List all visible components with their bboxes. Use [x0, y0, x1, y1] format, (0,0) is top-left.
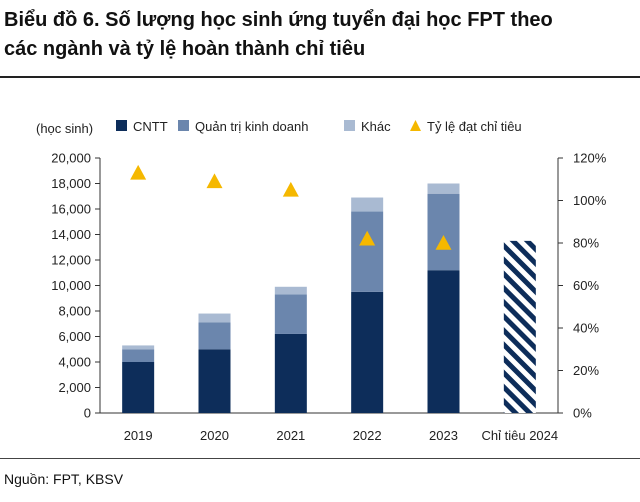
y-tick-label: 4,000	[58, 355, 91, 370]
legend-label-3: Tỷ lệ đạt chỉ tiêu	[427, 119, 522, 134]
rate-marker-2020	[206, 173, 223, 189]
chart-title-line1: Biểu đồ 6. Số lượng học sinh ứng tuyển đ…	[4, 9, 553, 31]
legend-label-1: Quản trị kinh doanh	[195, 119, 308, 134]
bar-khác-2022	[351, 197, 384, 212]
legend-swatch-1	[178, 120, 189, 131]
x-tick-label: 2019	[124, 428, 153, 443]
bar-khác-2021	[274, 286, 307, 295]
legend-label-2: Khác	[361, 119, 391, 134]
y-tick-label: 10,000	[51, 278, 91, 293]
y2-tick-label: 0%	[573, 406, 592, 421]
y-axis-unit-label: (học sinh)	[36, 121, 93, 136]
bar-quản-trị-kinh-doanh-2019	[122, 349, 155, 362]
rate-marker-2019	[130, 164, 147, 180]
bar-quản-trị-kinh-doanh-2023	[427, 193, 460, 271]
legend-swatch-3	[410, 120, 421, 131]
y-tick-label: 2,000	[58, 380, 91, 395]
bars-group	[122, 183, 536, 413]
x-tick-label: 2023	[429, 428, 458, 443]
bar-cntt-2021	[274, 333, 307, 413]
bar-target-2024	[503, 240, 536, 413]
bar-quản-trị-kinh-doanh-2022	[351, 211, 384, 292]
source-note: Nguồn: FPT, KBSV	[4, 471, 124, 487]
y-tick-label: 0	[84, 406, 91, 421]
y-tick-label: 14,000	[51, 227, 91, 242]
bar-cntt-2020	[198, 349, 231, 413]
x-tick-label: 2020	[200, 428, 229, 443]
x-tick-label: Chỉ tiêu 2024	[482, 428, 559, 443]
bar-khác-2020	[198, 313, 231, 323]
legend: CNTT Quản trị kinh doanh Khác Tỷ lệ đạt chỉ…	[116, 119, 522, 134]
rate-marker-2021	[282, 181, 299, 197]
y2-tick-label: 80%	[573, 236, 599, 251]
bar-cntt-2023	[427, 270, 460, 413]
rate-markers-group	[130, 164, 452, 250]
legend-swatch-2	[344, 120, 355, 131]
chart-title: Biểu đồ 6. Số lượng học sinh ứng tuyển đ…	[4, 6, 634, 64]
rate-marker-2023	[435, 235, 452, 250]
rate-marker-2022	[359, 230, 376, 246]
y2-tick-label: 40%	[573, 321, 599, 336]
y-tick-label: 20,000	[51, 151, 91, 166]
right-axis: 0% 20% 40% 60% 80% 100% 120%	[557, 151, 607, 421]
y2-tick-label: 100%	[573, 193, 607, 208]
y-tick-label: 12,000	[51, 253, 91, 268]
chart-title-line2: các ngành và tỷ lệ hoàn thành chỉ tiêu	[4, 38, 366, 60]
bar-khác-2023	[427, 183, 460, 194]
x-axis-labels: 2019 2020 2021 2022 2023 Chỉ tiêu 2024	[124, 428, 558, 443]
y2-tick-label: 120%	[573, 151, 607, 166]
footer-divider	[0, 458, 640, 459]
left-axis: 0 2,000 4,000 6,000 8,000 10,000 12,000 14,000 1…	[51, 151, 558, 421]
bar-quản-trị-kinh-doanh-2020	[198, 322, 231, 350]
y-tick-label: 16,000	[51, 202, 91, 217]
legend-swatch-0	[116, 120, 127, 131]
y2-tick-label: 20%	[573, 363, 599, 378]
legend-label-0: CNTT	[133, 119, 168, 134]
stacked-bar-chart: 0 2,000 4,000 6,000 8,000 10,000 12,000 14,000 1…	[36, 119, 607, 443]
bar-quản-trị-kinh-doanh-2021	[274, 294, 307, 334]
bar-cntt-2019	[122, 362, 155, 413]
y-tick-label: 8,000	[58, 304, 91, 319]
y-tick-label: 18,000	[51, 176, 91, 191]
x-tick-label: 2021	[276, 428, 305, 443]
y2-tick-label: 60%	[573, 278, 599, 293]
bar-khác-2019	[122, 345, 155, 350]
bar-cntt-2022	[351, 291, 384, 413]
x-tick-label: 2022	[353, 428, 382, 443]
y-tick-label: 6,000	[58, 329, 91, 344]
title-divider	[0, 76, 640, 78]
